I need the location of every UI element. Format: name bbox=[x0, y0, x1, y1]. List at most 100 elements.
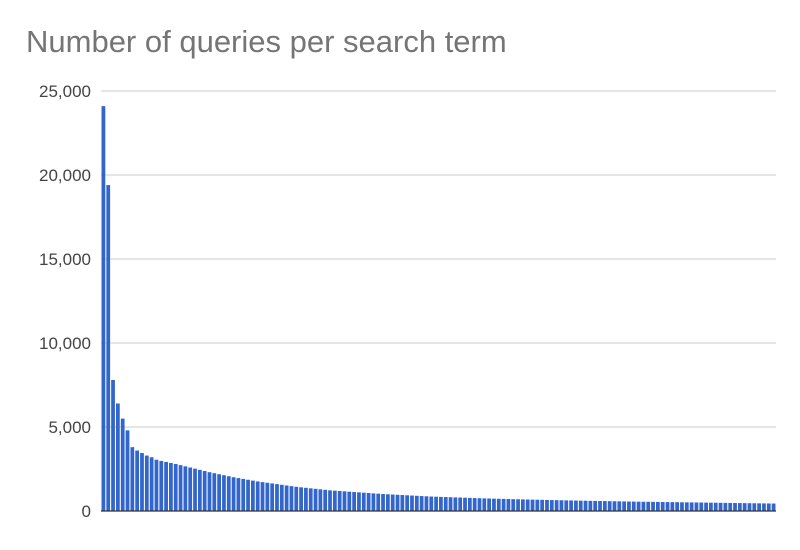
bar bbox=[564, 500, 569, 511]
bar bbox=[670, 502, 675, 511]
y-tick-label: 25,000 bbox=[39, 82, 91, 101]
bar bbox=[439, 496, 443, 511]
bar bbox=[250, 480, 255, 511]
bar bbox=[390, 494, 395, 511]
bar bbox=[255, 481, 260, 511]
bar bbox=[289, 486, 294, 511]
bar bbox=[448, 497, 453, 511]
bar bbox=[270, 483, 275, 511]
bar bbox=[366, 493, 371, 511]
bar bbox=[400, 495, 405, 511]
bar bbox=[530, 499, 535, 511]
bar bbox=[111, 379, 115, 511]
bar bbox=[381, 494, 385, 511]
bar bbox=[159, 460, 164, 511]
bar bbox=[308, 488, 313, 511]
bar bbox=[246, 479, 250, 511]
bar bbox=[120, 418, 125, 511]
bar bbox=[713, 502, 718, 511]
bar bbox=[429, 496, 434, 511]
bar bbox=[477, 498, 482, 511]
bar bbox=[140, 453, 144, 511]
y-tick-label: 10,000 bbox=[39, 334, 91, 353]
y-tick-label: 0 bbox=[82, 502, 91, 521]
bar bbox=[226, 476, 231, 511]
bar bbox=[101, 106, 106, 512]
bar bbox=[275, 484, 279, 511]
bar bbox=[631, 501, 636, 511]
bar bbox=[424, 496, 429, 511]
bar bbox=[217, 474, 221, 511]
bar bbox=[525, 499, 530, 511]
bar bbox=[284, 485, 289, 511]
bar bbox=[583, 500, 588, 511]
bar bbox=[646, 501, 651, 511]
bar bbox=[588, 500, 593, 511]
bar bbox=[352, 492, 356, 511]
y-tick-label: 15,000 bbox=[39, 250, 91, 269]
bar bbox=[655, 501, 660, 511]
bar bbox=[747, 503, 752, 511]
bar bbox=[733, 503, 737, 511]
bar bbox=[641, 501, 646, 511]
bar bbox=[207, 472, 212, 511]
bar bbox=[279, 484, 284, 511]
bar bbox=[472, 498, 477, 511]
bar bbox=[347, 491, 352, 511]
bar bbox=[467, 497, 472, 511]
bars-layer bbox=[101, 106, 776, 512]
bar bbox=[762, 503, 766, 511]
bar bbox=[125, 430, 130, 511]
bar bbox=[260, 482, 265, 511]
bar bbox=[313, 488, 318, 511]
bar bbox=[636, 501, 641, 511]
chart-title: Number of queries per search term bbox=[26, 24, 507, 59]
bar bbox=[709, 502, 713, 511]
bar bbox=[742, 503, 747, 511]
bar bbox=[385, 494, 390, 511]
grid-layer bbox=[101, 90, 776, 428]
bar bbox=[236, 478, 241, 511]
bar bbox=[757, 503, 761, 511]
bar bbox=[106, 185, 111, 511]
bar bbox=[506, 499, 511, 511]
bar bbox=[771, 503, 776, 511]
bar bbox=[337, 491, 342, 511]
bar bbox=[545, 499, 549, 511]
bar bbox=[453, 497, 458, 511]
bar bbox=[694, 502, 699, 511]
bar bbox=[419, 496, 424, 511]
bar bbox=[193, 468, 197, 511]
bar bbox=[318, 489, 323, 511]
bar bbox=[183, 466, 188, 511]
bar bbox=[607, 501, 612, 511]
bar bbox=[554, 500, 559, 511]
bar bbox=[593, 500, 598, 511]
bar bbox=[371, 493, 376, 511]
bar bbox=[752, 503, 757, 511]
bar bbox=[443, 497, 448, 511]
bar bbox=[622, 501, 626, 511]
bar bbox=[299, 487, 303, 511]
bar bbox=[130, 447, 135, 511]
bar bbox=[501, 498, 506, 511]
bar bbox=[578, 500, 583, 511]
bar bbox=[144, 455, 149, 511]
bar bbox=[164, 461, 168, 511]
bar bbox=[660, 502, 665, 511]
y-tick-label: 20,000 bbox=[39, 166, 91, 185]
bar bbox=[294, 486, 299, 511]
bar bbox=[173, 463, 178, 511]
bar bbox=[617, 501, 622, 511]
bar bbox=[684, 502, 689, 511]
bar bbox=[222, 475, 226, 511]
bar bbox=[458, 497, 463, 511]
bar bbox=[766, 503, 771, 511]
bar bbox=[463, 497, 467, 511]
bar bbox=[197, 469, 202, 511]
bar bbox=[651, 501, 655, 511]
bar bbox=[376, 493, 381, 511]
bar bbox=[549, 500, 554, 511]
bar bbox=[520, 499, 525, 511]
